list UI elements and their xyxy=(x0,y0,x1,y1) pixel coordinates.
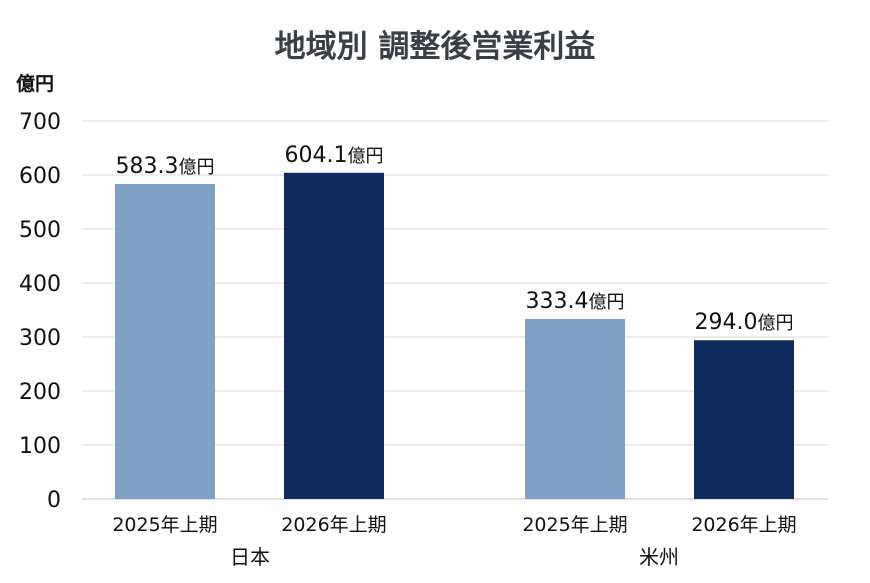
bar-group2-series1 xyxy=(525,318,625,499)
y-tick-label-100: 100 xyxy=(19,434,61,459)
y-tick-label-500: 500 xyxy=(19,218,61,243)
y-tick-label-300: 300 xyxy=(19,326,61,351)
x-tick-label-group1-series2: 2026年上期 xyxy=(281,514,386,536)
y-axis-ticks: 0 100 200 300 400 500 600 700 xyxy=(19,110,61,513)
y-tick-label-400: 400 xyxy=(19,272,61,297)
x-tick-label-group2-series1: 2025年上期 xyxy=(522,514,627,536)
data-label-group1-series2: 604.1億円 xyxy=(285,143,384,168)
y-axis-unit-label: 億円 xyxy=(16,72,54,95)
group-label-1: 日本 xyxy=(230,545,270,569)
bars xyxy=(115,172,794,499)
data-label-group2-series1: 333.4億円 xyxy=(526,289,625,314)
bar-group1-series2 xyxy=(284,172,384,499)
data-labels: 583.3億円 604.1億円 333.4億円 294.0億円 xyxy=(116,143,794,335)
y-tick-label-600: 600 xyxy=(19,164,61,189)
chart-title: 地域別 調整後営業利益 xyxy=(275,29,596,65)
bar-group2-series2 xyxy=(694,340,794,499)
group-labels: 日本 米州 xyxy=(230,545,679,569)
bar-group1-series1 xyxy=(115,184,215,499)
x-tick-label-group2-series2: 2026年上期 xyxy=(691,514,796,536)
data-label-group1-series1: 583.3億円 xyxy=(116,154,215,179)
y-tick-label-0: 0 xyxy=(47,488,61,513)
x-tick-label-group1-series1: 2025年上期 xyxy=(112,514,217,536)
data-label-group2-series2: 294.0億円 xyxy=(695,310,794,335)
group-label-2: 米州 xyxy=(639,545,679,569)
y-tick-label-200: 200 xyxy=(19,380,61,405)
x-axis-ticks: 2025年上期 2026年上期 2025年上期 2026年上期 xyxy=(112,514,796,536)
y-tick-label-700: 700 xyxy=(19,110,61,135)
